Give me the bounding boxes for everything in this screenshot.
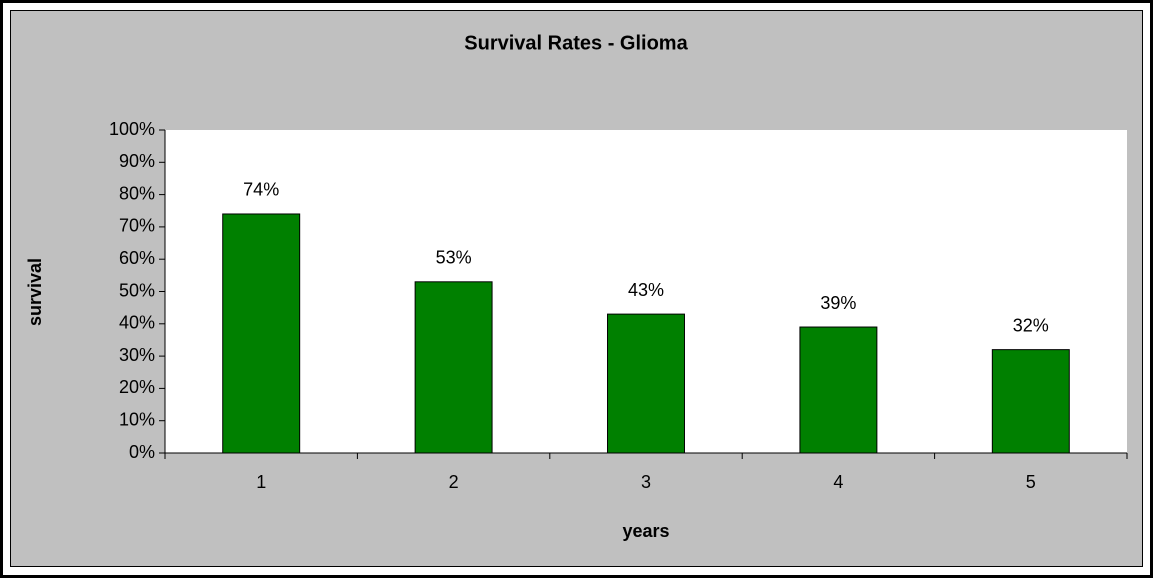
y-tick-label: 60% xyxy=(119,248,155,268)
x-tick-label: 4 xyxy=(833,472,843,492)
y-tick-label: 100% xyxy=(109,119,155,139)
y-tick-label: 0% xyxy=(129,442,155,462)
bar xyxy=(414,281,493,454)
x-tick-label: 3 xyxy=(641,472,651,492)
y-tick-label: 10% xyxy=(119,409,155,429)
bar xyxy=(222,213,301,454)
data-label: 74% xyxy=(243,180,279,200)
y-tick-label: 30% xyxy=(119,345,155,365)
data-label: 32% xyxy=(1013,315,1049,335)
y-tick-label: 90% xyxy=(119,151,155,171)
bar xyxy=(607,313,685,454)
x-tick-label: 5 xyxy=(1026,472,1036,492)
data-label: 43% xyxy=(628,280,664,300)
data-label: 39% xyxy=(820,293,856,313)
data-label: 53% xyxy=(436,248,472,268)
y-axis-label: survival xyxy=(25,258,45,326)
y-tick-label: 50% xyxy=(119,280,155,300)
x-tick-label: 1 xyxy=(256,472,266,492)
bar xyxy=(991,349,1070,454)
bar xyxy=(799,326,878,454)
y-tick-label: 80% xyxy=(119,183,155,203)
y-tick-label: 20% xyxy=(119,377,155,397)
y-tick-label: 40% xyxy=(119,313,155,333)
y-tick-label: 70% xyxy=(119,216,155,236)
x-axis-label: years xyxy=(622,521,669,541)
chart-title: Survival Rates - Glioma xyxy=(464,32,688,54)
x-tick-label: 2 xyxy=(449,472,459,492)
